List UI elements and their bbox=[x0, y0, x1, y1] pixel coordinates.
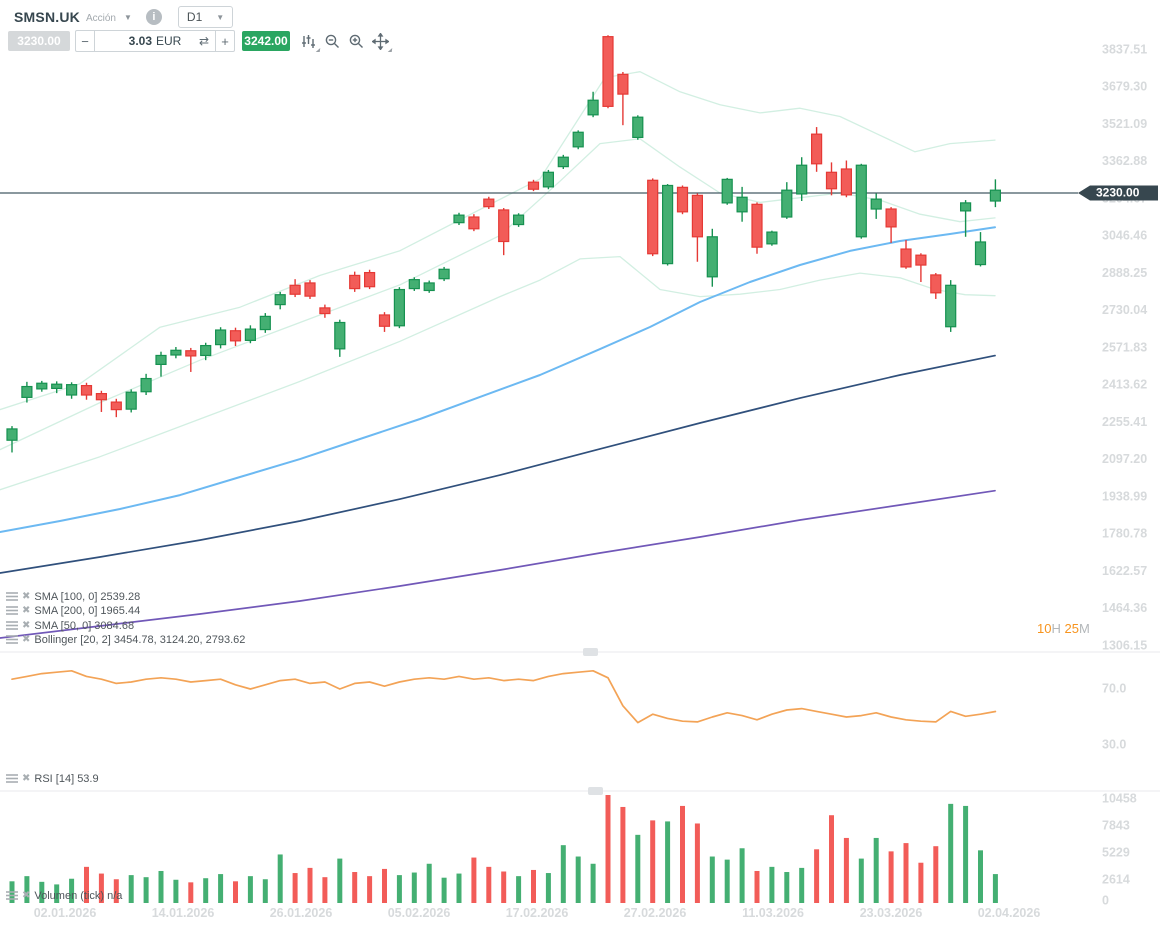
svg-text:2614: 2614 bbox=[1102, 872, 1130, 886]
svg-text:26.01.2026: 26.01.2026 bbox=[270, 906, 333, 920]
chevron-down-icon: ▼ bbox=[216, 12, 225, 22]
volume-panel-splitter-handle[interactable] bbox=[588, 787, 603, 795]
legend-label: Bollinger [20, 2] 3454.78, 3124.20, 2793… bbox=[34, 633, 246, 646]
pan-move-icon[interactable] bbox=[371, 31, 393, 52]
rsi-panel-splitter-handle[interactable] bbox=[583, 648, 598, 656]
svg-text:3230.00: 3230.00 bbox=[1096, 186, 1140, 200]
svg-text:3046.46: 3046.46 bbox=[1102, 229, 1147, 243]
svg-text:2571.83: 2571.83 bbox=[1102, 340, 1147, 354]
svg-text:10458: 10458 bbox=[1102, 791, 1137, 805]
remove-indicator-icon[interactable]: ✖ bbox=[22, 591, 31, 602]
svg-text:14.01.2026: 14.01.2026 bbox=[152, 906, 215, 920]
zoom-out-icon[interactable] bbox=[324, 33, 341, 50]
svg-text:70.0: 70.0 bbox=[1102, 681, 1126, 695]
svg-text:1622.57: 1622.57 bbox=[1102, 564, 1147, 578]
remove-indicator-icon[interactable]: ✖ bbox=[22, 890, 31, 901]
quantity-minus-button[interactable]: − bbox=[81, 33, 89, 49]
indicator-settings-icon[interactable] bbox=[6, 773, 18, 784]
timeframe-select[interactable]: D1 ▼ bbox=[177, 6, 234, 28]
svg-text:2888.25: 2888.25 bbox=[1102, 266, 1147, 280]
legend-label: SMA [50, 0] 3084.68 bbox=[34, 619, 135, 632]
info-icon[interactable]: i bbox=[145, 9, 162, 25]
symbol-name: SMSN.UK bbox=[14, 9, 80, 25]
instrument-type-label: Acción bbox=[85, 12, 116, 24]
svg-text:30.0: 30.0 bbox=[1102, 737, 1126, 751]
quantity-field[interactable]: 3.03 EUR ⇄ bbox=[94, 31, 216, 51]
remove-indicator-icon[interactable]: ✖ bbox=[22, 620, 31, 631]
indicator-settings-icon[interactable] bbox=[6, 890, 18, 901]
svg-text:3362.88: 3362.88 bbox=[1102, 154, 1147, 168]
legend-sma50: ✖ SMA [50, 0] 3084.68 bbox=[6, 619, 134, 632]
timeframe-value: D1 bbox=[186, 10, 203, 24]
indicator-settings-icon[interactable] bbox=[6, 591, 18, 602]
indicator-settings-icon[interactable] bbox=[6, 605, 18, 616]
svg-text:02.01.2026: 02.01.2026 bbox=[34, 906, 97, 920]
indicator-settings-icon[interactable] bbox=[6, 620, 18, 631]
swap-units-icon[interactable]: ⇄ bbox=[198, 34, 209, 48]
svg-text:27.02.2026: 27.02.2026 bbox=[624, 906, 687, 920]
countdown-hours: 10 bbox=[1037, 621, 1052, 636]
remove-indicator-icon[interactable]: ✖ bbox=[22, 773, 31, 784]
svg-text:2730.04: 2730.04 bbox=[1102, 303, 1147, 317]
sell-price-button[interactable]: 3230.00 bbox=[8, 31, 70, 51]
candle-countdown: 10H 25M bbox=[1037, 621, 1090, 636]
quantity-currency: EUR bbox=[156, 34, 182, 48]
legend-label: Volumen (tick) n/a bbox=[34, 889, 123, 902]
svg-text:7843: 7843 bbox=[1102, 818, 1130, 832]
legend-label: SMA [200, 0] 1965.44 bbox=[34, 604, 141, 617]
indicators-icon[interactable] bbox=[300, 33, 321, 52]
legend-label: RSI [14] 53.9 bbox=[34, 772, 99, 785]
svg-text:2097.20: 2097.20 bbox=[1102, 452, 1147, 466]
svg-text:5229: 5229 bbox=[1102, 845, 1130, 859]
quantity-plus-button[interactable]: + bbox=[221, 33, 229, 49]
countdown-minutes-unit: M bbox=[1078, 621, 1090, 636]
svg-text:0: 0 bbox=[1102, 893, 1109, 907]
legend-sma100: ✖ SMA [100, 0] 2539.28 bbox=[6, 590, 140, 603]
svg-text:3837.51: 3837.51 bbox=[1102, 42, 1147, 56]
remove-indicator-icon[interactable]: ✖ bbox=[22, 634, 31, 645]
svg-text:3521.09: 3521.09 bbox=[1102, 117, 1147, 131]
instrument-header: SMSN.UK Acción ▼ i D1 ▼ bbox=[14, 6, 234, 28]
svg-text:23.03.2026: 23.03.2026 bbox=[860, 906, 923, 920]
chart-toolbar bbox=[300, 31, 393, 52]
order-ticket: 3230.00 − 3.03 EUR ⇄ + 3242.00 bbox=[8, 30, 393, 52]
svg-text:1938.99: 1938.99 bbox=[1102, 489, 1147, 503]
legend-rsi: ✖ RSI [14] 53.9 bbox=[6, 772, 99, 785]
chevron-down-icon[interactable]: ▼ bbox=[123, 12, 132, 22]
quantity-stepper: − 3.03 EUR ⇄ + bbox=[75, 30, 235, 52]
countdown-hours-unit: H bbox=[1051, 621, 1061, 636]
svg-text:2255.41: 2255.41 bbox=[1102, 415, 1147, 429]
svg-text:02.04.2026: 02.04.2026 bbox=[978, 906, 1041, 920]
svg-text:11.03.2026: 11.03.2026 bbox=[742, 906, 804, 920]
buy-price-button[interactable]: 3242.00 bbox=[242, 31, 290, 51]
indicator-settings-icon[interactable] bbox=[6, 634, 18, 645]
remove-indicator-icon[interactable]: ✖ bbox=[22, 605, 31, 616]
svg-text:05.02.2026: 05.02.2026 bbox=[388, 906, 451, 920]
svg-text:1464.36: 1464.36 bbox=[1102, 601, 1147, 615]
svg-text:2413.62: 2413.62 bbox=[1102, 378, 1147, 392]
legend-bollinger: ✖ Bollinger [20, 2] 3454.78, 3124.20, 27… bbox=[6, 633, 245, 646]
countdown-minutes: 25 bbox=[1064, 621, 1079, 636]
svg-text:1306.15: 1306.15 bbox=[1102, 638, 1147, 652]
legend-label: SMA [100, 0] 2539.28 bbox=[34, 590, 141, 603]
legend-sma200: ✖ SMA [200, 0] 1965.44 bbox=[6, 604, 140, 617]
svg-text:17.02.2026: 17.02.2026 bbox=[506, 906, 569, 920]
zoom-in-icon[interactable] bbox=[348, 33, 365, 50]
quantity-value: 3.03 bbox=[128, 34, 152, 48]
legend-volume: ✖ Volumen (tick) n/a bbox=[6, 889, 122, 902]
svg-text:1780.78: 1780.78 bbox=[1102, 527, 1147, 541]
svg-text:3679.30: 3679.30 bbox=[1102, 80, 1147, 94]
